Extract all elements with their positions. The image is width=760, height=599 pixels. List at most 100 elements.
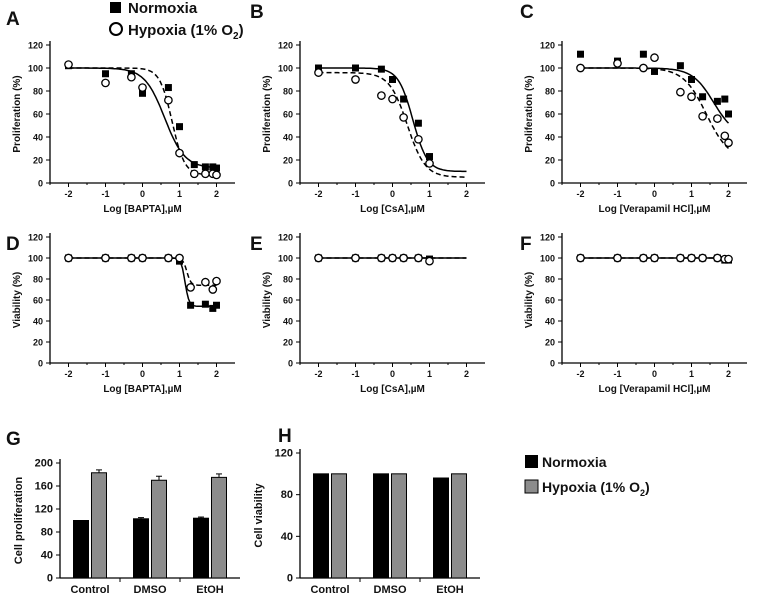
- y-tick-label: 60: [283, 110, 293, 120]
- y-tick-label: 80: [41, 527, 53, 539]
- data-point-hypoxia: [164, 253, 173, 263]
- x-tick-label: EtOH: [196, 584, 224, 596]
- y-tick-label: 80: [33, 275, 43, 285]
- legend-bar-normoxia-swatch: [525, 455, 538, 468]
- x-tick-label: 2: [214, 369, 219, 379]
- data-point-hypoxia: [698, 253, 707, 263]
- panel-label: H: [278, 426, 292, 447]
- data-point-hypoxia: [698, 111, 707, 121]
- data-point-hypoxia: [351, 253, 360, 263]
- panel-label: E: [250, 234, 263, 255]
- panel-e: E 0 20 40 60 80 100 120 Viability (%) -2 -1 0 1 2 Log …: [250, 233, 485, 395]
- y-tick-label: 160: [35, 481, 53, 493]
- data-point-normoxia: [187, 301, 195, 309]
- data-point-hypoxia: [201, 277, 210, 287]
- y-axis-title: Proliferation (%): [12, 75, 23, 152]
- data-point-hypoxia: [425, 159, 434, 168]
- data-point-normoxia: [639, 50, 647, 58]
- data-point-hypoxia: [687, 253, 696, 263]
- data-point-hypoxia: [399, 253, 408, 263]
- data-point-hypoxia: [64, 60, 73, 69]
- data-point-hypoxia: [676, 253, 685, 263]
- panel-label: A: [6, 9, 20, 30]
- y-tick-label: 20: [33, 156, 43, 166]
- data-point-hypoxia: [576, 253, 585, 263]
- data-point-hypoxia: [186, 283, 195, 292]
- data-point-hypoxia: [414, 253, 423, 263]
- y-axis-title: Viability (%): [12, 272, 23, 329]
- data-point-hypoxia: [101, 78, 110, 88]
- legend-bar: Normoxia Hypoxia (1% O2): [524, 454, 650, 498]
- x-tick-label: -1: [351, 189, 359, 199]
- x-tick-label: 2: [214, 189, 219, 199]
- data-point-normoxia: [190, 161, 198, 169]
- y-tick-label: 20: [283, 156, 293, 166]
- panel-b: B 0 20 40 60 80 100 120 Proliferation (%) -2 -1 0 1 2…: [250, 2, 485, 215]
- y-tick-label: 0: [550, 179, 555, 189]
- data-point-normoxia: [139, 89, 146, 97]
- x-tick-label: 0: [140, 189, 145, 199]
- y-tick-label: 80: [281, 489, 293, 501]
- bar-hypoxia: [211, 476, 227, 579]
- y-tick-label: 0: [287, 573, 293, 585]
- y-tick-label: 60: [33, 110, 43, 120]
- bar-normoxia: [73, 520, 89, 579]
- data-point-hypoxia: [377, 253, 386, 263]
- bar-normoxia: [433, 477, 449, 579]
- legend-normoxia-label: Normoxia: [128, 0, 198, 17]
- data-point-normoxia: [676, 62, 684, 70]
- y-tick-label: 100: [28, 254, 43, 264]
- panel-a: A 0 20 40 60 80 100 120 Proliferation (%) -2 -1 0 1 2…: [6, 9, 235, 215]
- y-tick-label: 100: [540, 254, 555, 264]
- legend-normoxia-marker: [110, 2, 121, 13]
- data-point-normoxia: [577, 50, 584, 58]
- x-tick-label: 2: [726, 369, 731, 379]
- y-tick-label: 100: [28, 64, 43, 74]
- data-point-hypoxia: [208, 285, 218, 294]
- x-tick-label: 1: [427, 189, 432, 199]
- fit-curve-hypoxia: [318, 71, 467, 178]
- y-tick-label: 120: [540, 41, 555, 51]
- data-point-hypoxia: [713, 253, 722, 263]
- y-tick-label: 120: [28, 233, 43, 243]
- data-point-normoxia: [209, 304, 217, 312]
- data-point-hypoxia: [175, 253, 184, 263]
- data-point-hypoxia: [676, 87, 685, 97]
- data-point-normoxia: [315, 64, 322, 72]
- y-axis-title: Viability (%): [524, 272, 535, 329]
- y-tick-label: 20: [545, 156, 555, 166]
- panel-g: G 0 40 80 120 160 200 Cell proliferation Control…: [6, 429, 240, 596]
- y-tick-label: 80: [545, 87, 555, 97]
- y-tick-label: 40: [41, 550, 53, 562]
- x-tick-label: DMSO: [374, 584, 407, 596]
- y-tick-label: 120: [28, 41, 43, 51]
- y-tick-label: 200: [35, 458, 53, 470]
- data-point-hypoxia: [724, 138, 733, 148]
- x-tick-label: 0: [140, 369, 145, 379]
- data-point-hypoxia: [127, 72, 136, 82]
- x-tick-label: 1: [689, 369, 694, 379]
- fit-curve-hypoxia: [580, 67, 730, 149]
- x-tick-label: EtOH: [436, 584, 464, 596]
- bar-normoxia: [313, 473, 329, 579]
- fit-curve-normoxia: [68, 67, 217, 169]
- data-point-normoxia: [102, 70, 109, 78]
- x-tick-label: DMSO: [134, 584, 167, 596]
- x-tick-label: 0: [390, 369, 395, 379]
- data-point-hypoxia: [414, 134, 423, 144]
- data-point-hypoxia: [64, 253, 73, 263]
- y-tick-label: 0: [288, 359, 293, 369]
- bar-normoxia: [133, 518, 149, 579]
- y-tick-label: 120: [278, 41, 293, 51]
- data-point-normoxia: [721, 95, 729, 103]
- x-tick-label: 2: [464, 189, 469, 199]
- x-tick-label: 0: [390, 189, 395, 199]
- panel-label: C: [520, 2, 534, 23]
- data-point-hypoxia: [650, 53, 659, 63]
- y-tick-label: 0: [38, 359, 43, 369]
- data-point-hypoxia: [388, 253, 397, 263]
- data-point-hypoxia: [164, 95, 173, 105]
- y-tick-label: 0: [550, 359, 555, 369]
- x-axis-title: Log [BAPTA],µM: [103, 204, 181, 215]
- y-tick-label: 20: [33, 338, 43, 348]
